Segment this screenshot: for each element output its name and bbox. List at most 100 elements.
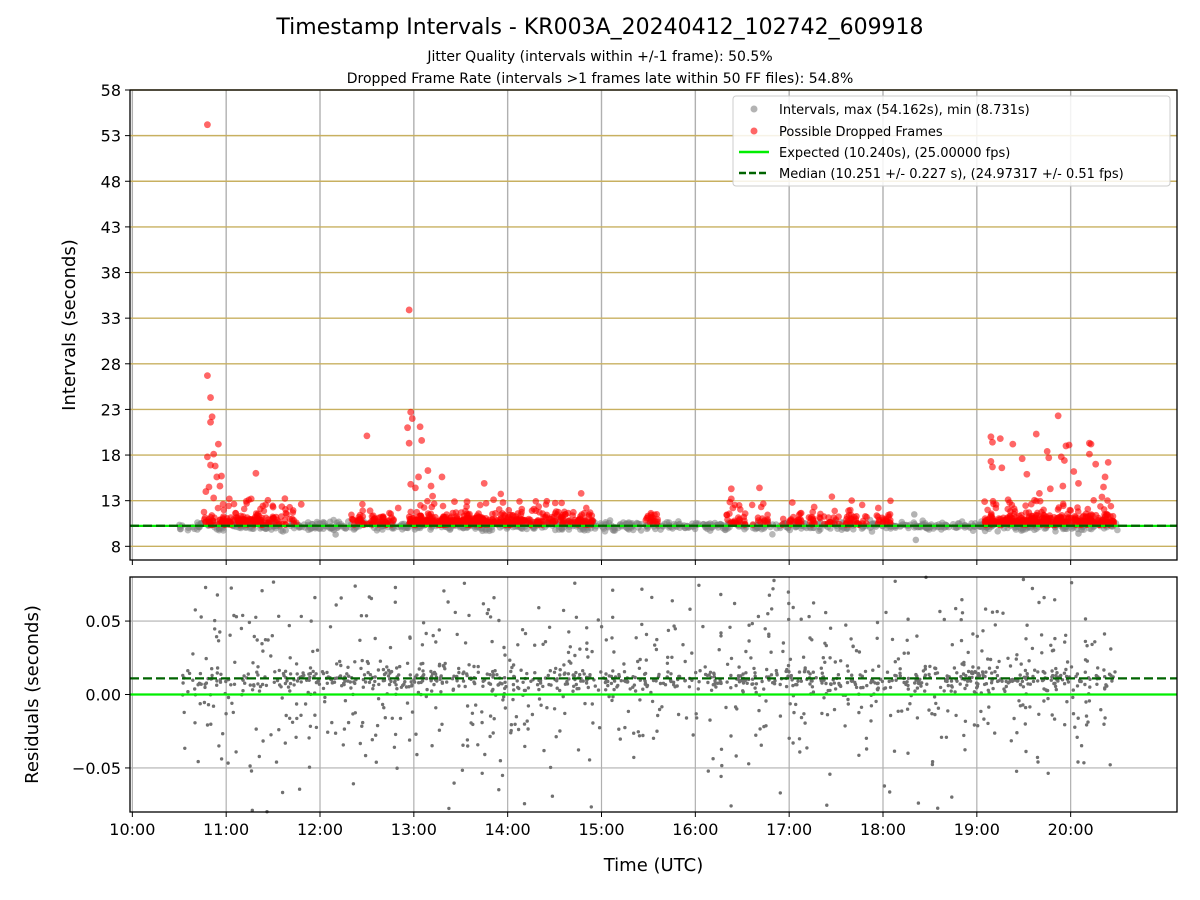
residual-point [976,672,980,677]
residual-point [463,641,468,645]
residual-point [946,709,950,713]
residual-point [282,673,286,678]
residual-point [1083,670,1088,674]
residual-point [343,699,348,703]
residual-point [1108,763,1112,767]
residual-point [694,712,698,716]
residual-point [339,663,343,668]
residual-point [839,659,843,663]
residual-point [361,685,365,689]
dropped-frame-point [760,500,767,508]
residual-point [397,673,401,677]
residual-point [1028,705,1032,709]
residual-point [719,592,723,597]
residual-point [976,724,980,728]
residual-point [760,679,764,684]
residual-point [604,672,608,676]
residual-point [799,715,804,720]
dropped-frame-point [390,517,397,524]
residual-point [452,674,456,678]
residual-point [561,608,566,613]
residual-point [732,601,737,606]
residual-point [772,578,776,583]
dropped-frame-point [490,496,497,504]
residual-point [846,669,850,673]
residual-point [522,688,527,693]
dropped-frame-point [207,394,214,401]
residual-point [708,718,712,722]
residual-point [1064,667,1068,672]
residual-point [537,606,541,610]
residual-point [688,607,692,611]
interval-point [817,526,824,533]
residual-point [762,687,766,691]
residual-point [900,709,904,713]
residual-point [650,699,655,704]
residual-point [915,634,919,638]
dropped-frame-point [984,506,991,514]
residual-point [509,669,513,674]
residual-point [736,674,741,678]
residual-point [954,713,958,718]
residual-point [794,702,798,707]
residual-point [465,704,470,708]
residual-point [421,669,425,673]
bottom-xtick-label: 14:00 [485,820,531,839]
residual-point [573,581,577,585]
interval-point [1012,526,1020,533]
residual-point [358,638,362,642]
residual-point [1052,717,1057,721]
residual-point [388,645,393,650]
residual-point [257,754,261,759]
interval-point [769,531,776,538]
residual-point [228,633,232,637]
residual-point [210,667,214,671]
residual-point [611,615,615,619]
residual-point [876,688,880,692]
residual-point [838,683,842,688]
residual-point [509,723,514,727]
dropped-frame-point [463,498,471,505]
residual-point [963,686,967,691]
residual-point [439,690,443,694]
residual-point [785,667,789,672]
residual-point [611,588,615,592]
residual-point [566,650,571,655]
residual-point [481,602,486,606]
residual-point [697,680,701,684]
residual-point [821,656,825,660]
residual-point [260,682,265,687]
residual-point [215,679,219,683]
residual-point [1006,656,1010,660]
residual-point [825,803,829,807]
residual-point [666,628,671,633]
dropped-frame-point [1089,518,1096,526]
residual-point [792,710,796,715]
residual-point [442,589,446,593]
residual-point [280,696,284,700]
residual-point [311,669,315,674]
dropped-frame-point [433,519,441,526]
residual-point [966,669,971,674]
interval-point [282,527,290,534]
residual-point [767,634,771,638]
residual-point [690,678,694,682]
residual-point [788,657,793,661]
dropped-frame-point [1020,518,1028,525]
residual-point [632,731,636,735]
dropped-frame-point [283,511,290,518]
dropped-frame-point [1092,460,1100,468]
dropped-frame-point [204,372,211,380]
residual-point [1083,639,1088,644]
residual-point [741,690,745,694]
dropped-frame-point [405,306,413,314]
dropped-frame-point [442,516,450,523]
dropped-frame-point [404,424,411,432]
residual-point [440,681,445,685]
residual-point [333,676,337,681]
interval-point [184,526,192,534]
residual-point [984,682,989,686]
residual-point [571,689,575,693]
residual-point [203,682,207,686]
dropped-frame-point [370,512,377,519]
